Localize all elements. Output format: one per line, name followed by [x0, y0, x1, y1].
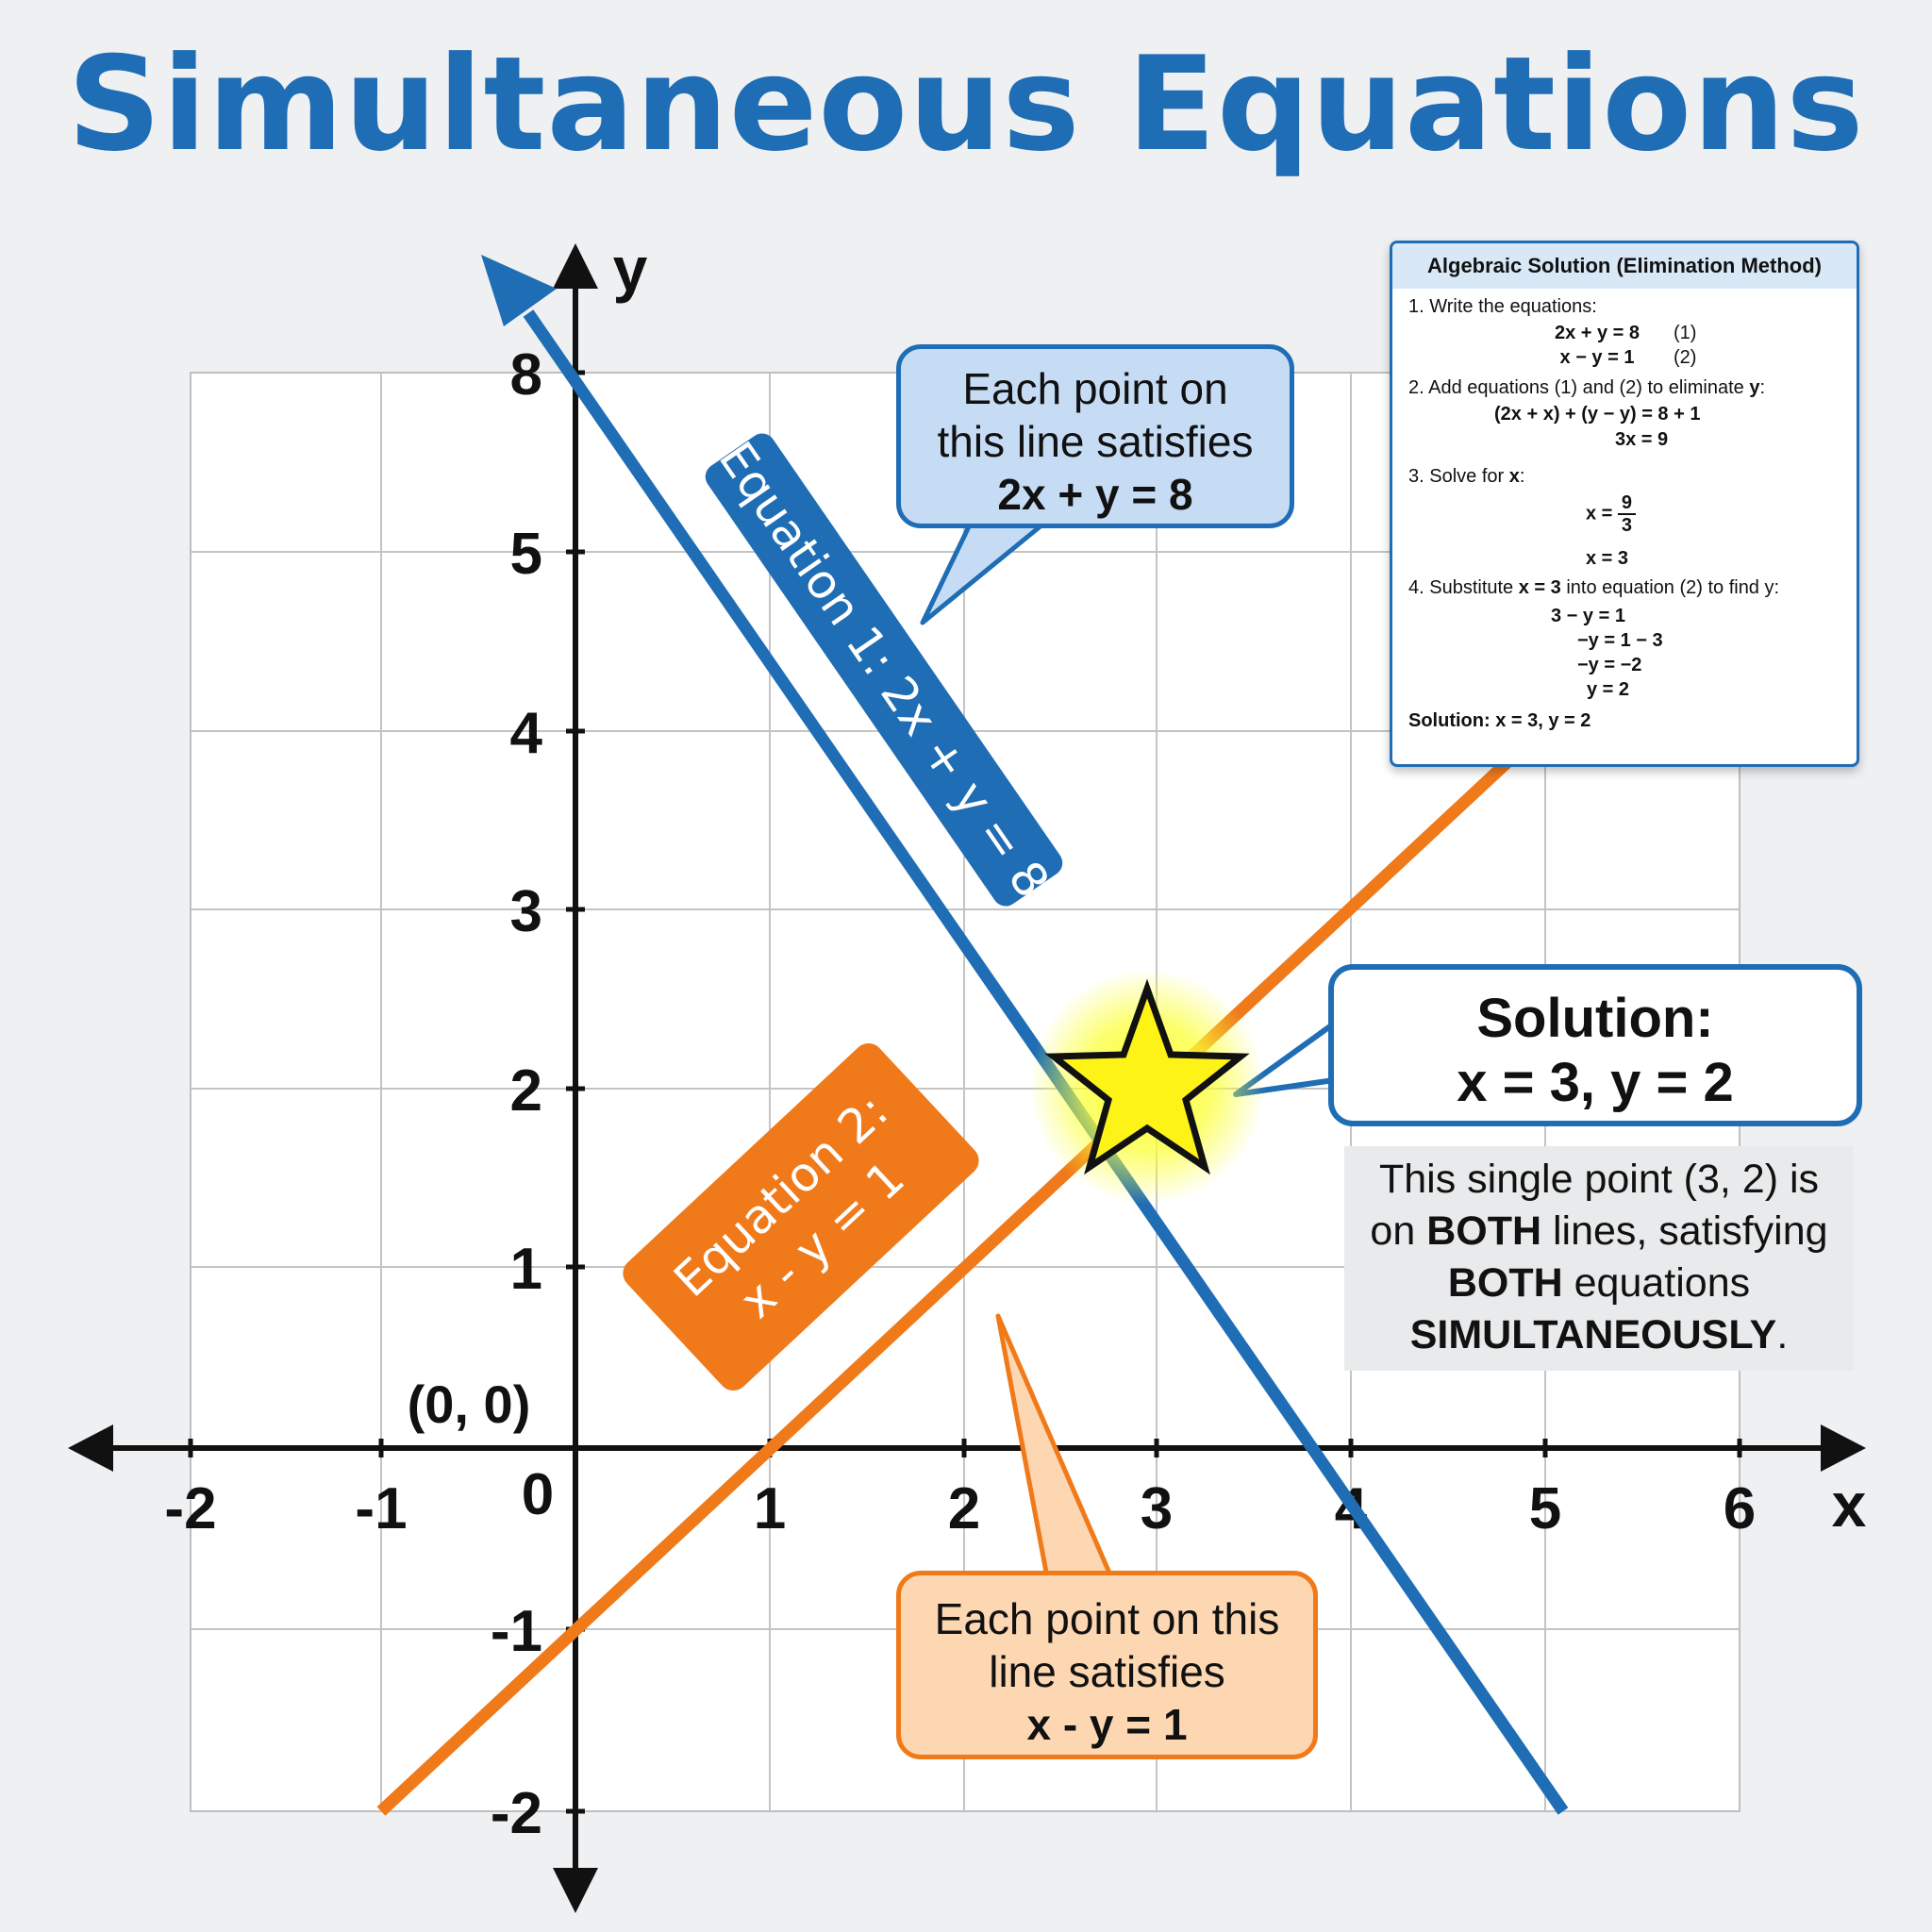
- eq1-callout-line1: Each point on: [962, 364, 1228, 413]
- x-tick-label: 5: [1529, 1476, 1561, 1541]
- solution-callout: Solution: x = 3, y = 2: [1328, 964, 1862, 1126]
- step-4: 4. Substitute x = 3 into equation (2) to…: [1408, 577, 1780, 598]
- y-tick-label: 3: [510, 879, 542, 944]
- y-axis: [553, 243, 598, 1913]
- solution-note-line3: BOTH equations: [1447, 1260, 1751, 1306]
- x-axis-name: x: [1832, 1470, 1867, 1540]
- eq1-callout-equation: 2x + y = 8: [997, 470, 1193, 519]
- substitution-line-3: −y = −2: [1577, 655, 1642, 675]
- x-axis-left-arrow-icon: [68, 1424, 113, 1472]
- y-tick-label: 4: [510, 701, 543, 766]
- page-title: Simultaneous Equations: [67, 28, 1865, 180]
- substitution-line-1: 3 − y = 1: [1551, 606, 1625, 626]
- substitution-line-2: −y = 1 − 3: [1577, 630, 1663, 651]
- equation-2-line: [376, 756, 1514, 1816]
- equation-1-arrow-icon: [481, 255, 557, 326]
- step-2: 2. Add equations (1) and (2) to eliminat…: [1408, 377, 1766, 398]
- x-tick-label: 6: [1724, 1476, 1756, 1541]
- equation-a: 2x + y = 8: [1554, 323, 1641, 343]
- origin-label: (0, 0): [408, 1374, 531, 1434]
- x-axis: [68, 1424, 1866, 1472]
- algebraic-solution-panel: Algebraic Solution (Elimination Method) …: [1390, 241, 1859, 767]
- x-tick-label: 2: [948, 1476, 980, 1541]
- y-tick-label: 5: [510, 522, 542, 587]
- equation-b-tag: (2): [1674, 347, 1697, 368]
- equation-2-label: Equation 2: x - y = 1: [623, 1042, 979, 1391]
- solution-note-line4: SIMULTANEOUSLY.: [1409, 1312, 1789, 1357]
- step-1: 1. Write the equations:: [1408, 296, 1597, 317]
- solution-note: This single point (3, 2) is on BOTH line…: [1344, 1146, 1854, 1371]
- y-tick-label: 2: [510, 1058, 542, 1124]
- x-tick-label: -2: [164, 1476, 216, 1541]
- x-tick-label: -1: [355, 1476, 407, 1541]
- add-equations-line: (2x + x) + (y − y) = 8 + 1: [1494, 404, 1701, 425]
- y-tick-label: 8: [510, 342, 542, 408]
- solution-note-line2: on BOTH lines, satisfying: [1370, 1208, 1828, 1254]
- step-3: 3. Solve for x:: [1408, 466, 1525, 487]
- solution-heading: Solution:: [1476, 988, 1714, 1049]
- equation-1-callout: Each point on this line satisfies 2x + y…: [896, 344, 1294, 528]
- substitution-line-4: y = 2: [1587, 679, 1630, 700]
- final-solution: Solution: x = 3, y = 2: [1408, 710, 1591, 731]
- eq2-callout-line2: line satisfies: [989, 1647, 1225, 1696]
- solution-value: x = 3, y = 2: [1457, 1052, 1734, 1113]
- equation-2-callout: Each point on this line satisfies x - y …: [896, 1571, 1318, 1759]
- solution-note-line1: This single point (3, 2) is: [1378, 1157, 1820, 1202]
- y-tick-label: 1: [510, 1237, 542, 1302]
- x-result: x = 3: [1586, 548, 1629, 569]
- y-axis-down-arrow-icon: [553, 1868, 598, 1913]
- y-tick-labels: 8 5 4 3 2 1 -1 -2: [491, 342, 543, 1846]
- equation-a-tag: (1): [1674, 323, 1697, 343]
- eq1-callout-line2: this line satisfies: [937, 417, 1254, 466]
- eq2-callout-line1: Each point on this: [934, 1594, 1280, 1643]
- add-equations-result: 3x = 9: [1615, 429, 1669, 450]
- y-axis-name: y: [613, 234, 648, 304]
- solution-star-icon: [1044, 978, 1250, 1175]
- x-tick-label: 3: [1141, 1476, 1173, 1541]
- algebraic-solution-title: Algebraic Solution (Elimination Method): [1392, 243, 1857, 289]
- x-tick-label: 1: [754, 1476, 786, 1541]
- y-tick-label: -2: [491, 1781, 542, 1846]
- equation-b: x − y = 1: [1559, 347, 1635, 368]
- zero-label: 0: [522, 1462, 554, 1527]
- y-axis-up-arrow-icon: [553, 243, 598, 289]
- y-tick-label: -1: [491, 1599, 542, 1664]
- x-axis-right-arrow-icon: [1821, 1424, 1866, 1472]
- eq2-callout-equation: x - y = 1: [1026, 1700, 1188, 1749]
